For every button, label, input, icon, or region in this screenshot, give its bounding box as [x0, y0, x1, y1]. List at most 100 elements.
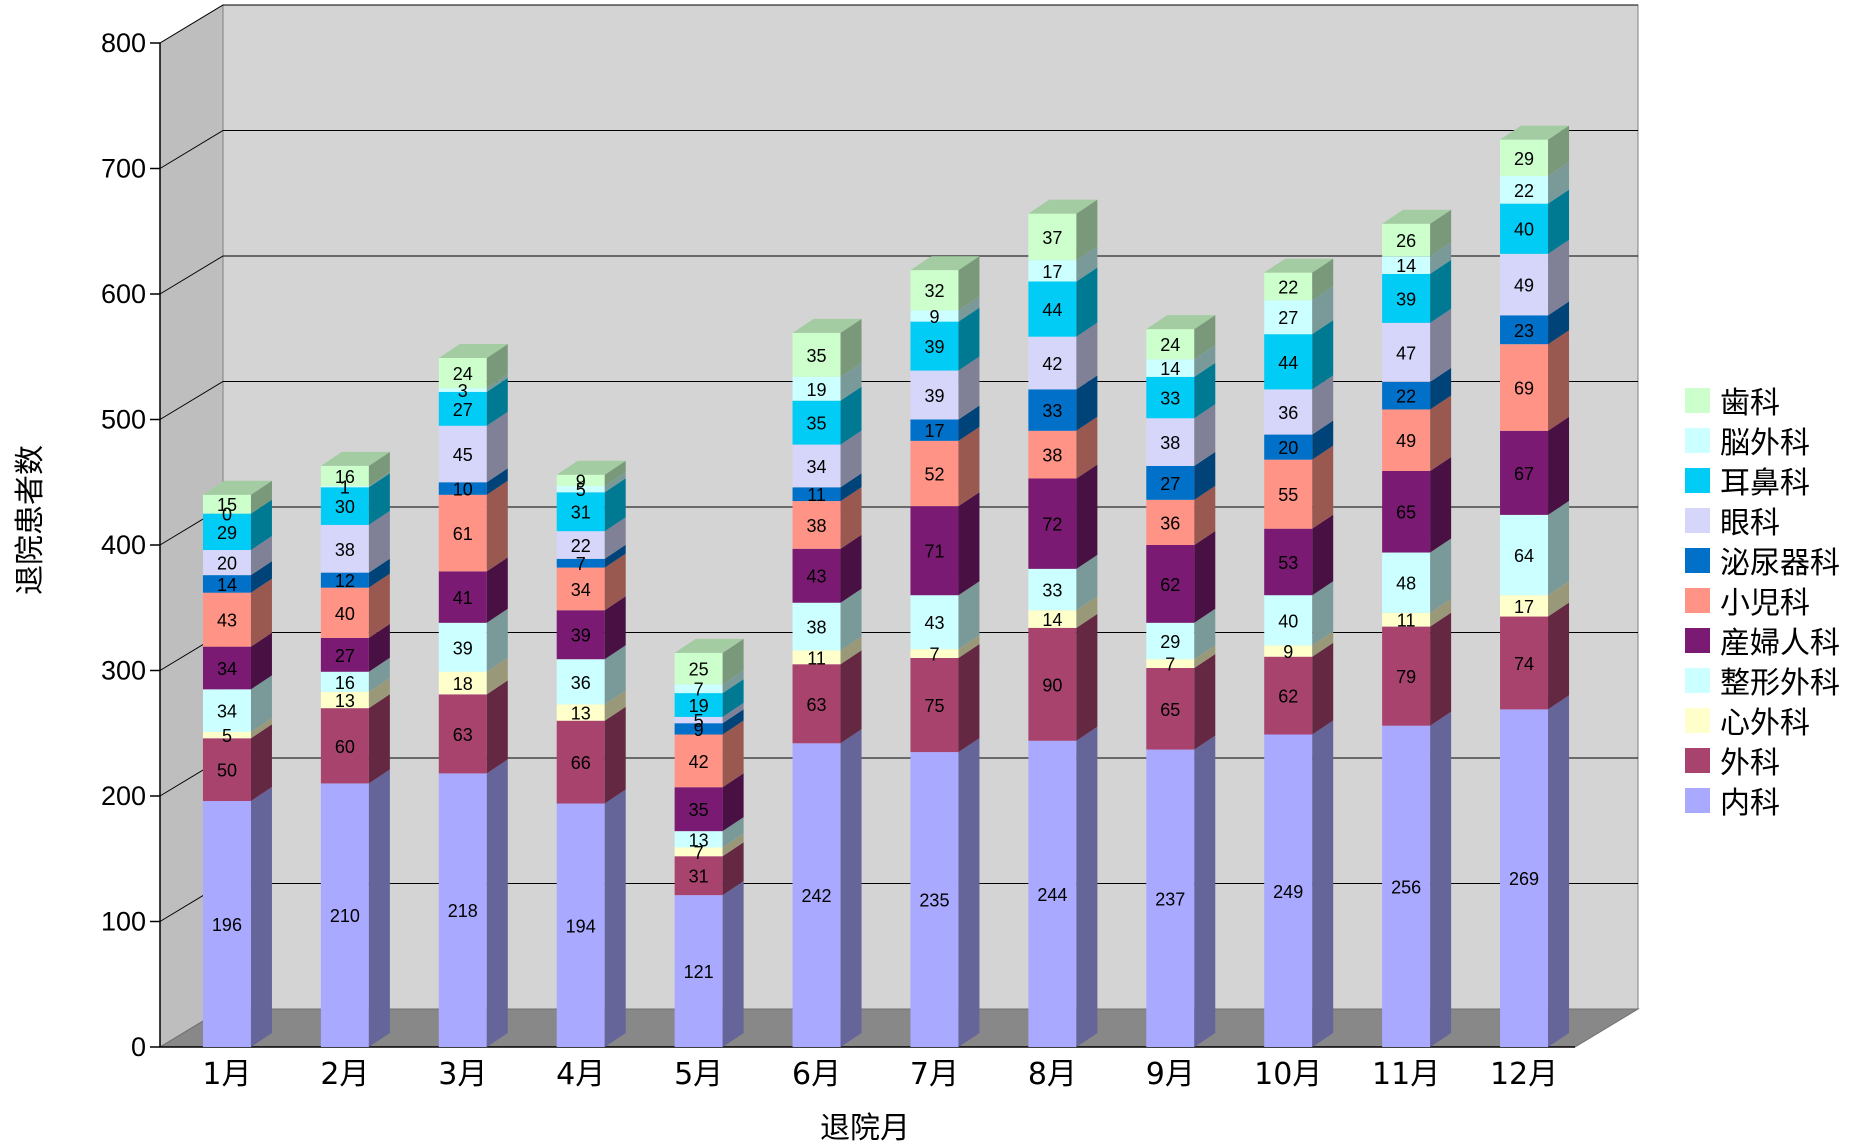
legend-label: 眼科 — [1720, 506, 1780, 541]
bar-segment-front — [1264, 528, 1313, 596]
bar-segment-front — [910, 657, 959, 753]
data-label: 22 — [1514, 181, 1534, 201]
bar-segment — [320, 623, 390, 672]
bar-segment-side — [958, 405, 980, 441]
bar-top-face — [674, 638, 744, 653]
legend-item: 小児科 — [1685, 586, 1810, 621]
bar-segment-front — [320, 524, 369, 573]
bar-segment-side — [840, 362, 862, 401]
bar-segment-front — [674, 831, 723, 848]
bar-segment-front — [1500, 595, 1549, 617]
data-label: 13 — [689, 830, 709, 850]
bar-segment-front — [910, 370, 959, 420]
bar-segment-front — [1028, 281, 1077, 337]
bar-segment — [674, 720, 744, 788]
data-label: 34 — [807, 457, 827, 477]
bar-segment — [202, 632, 272, 690]
bar-segment — [1028, 613, 1098, 741]
bar-stack — [1028, 199, 1098, 1047]
bar-top-face — [910, 256, 980, 271]
bar-segment-front — [1500, 253, 1549, 316]
bar-segment-front — [1382, 725, 1431, 1047]
x-tick-label: 8月 — [1028, 1057, 1077, 1092]
bar-segment-front — [438, 388, 487, 392]
data-label: 5 — [576, 480, 586, 500]
legend-swatch — [1685, 468, 1710, 493]
bar-segment — [1146, 645, 1216, 668]
bar-segment-side — [958, 256, 980, 311]
bar-segment-side — [722, 638, 744, 685]
x-tick-label: 4月 — [556, 1057, 605, 1092]
bar-segment-side — [1194, 485, 1216, 545]
bar-segment-side — [486, 374, 508, 392]
bar-segment-front — [792, 548, 841, 603]
bar-segment-side — [1430, 598, 1452, 627]
bar-segment-side — [486, 608, 508, 672]
y-tick-label: 500 — [101, 405, 146, 435]
bar-segment-side — [840, 386, 862, 445]
bar-segment — [556, 706, 626, 804]
bar-top-face — [1382, 209, 1452, 224]
data-label: 14 — [1042, 610, 1062, 630]
bar-segment-side — [840, 650, 862, 744]
bar-segment-front — [1264, 595, 1313, 646]
bar-segment — [1500, 581, 1570, 617]
bar-segment-front — [1146, 376, 1195, 419]
bar-segment — [320, 769, 390, 1047]
data-label: 11 — [1397, 611, 1416, 631]
y-tick-label: 600 — [101, 279, 146, 309]
bar-segment-side — [368, 473, 390, 525]
bar-segment-front — [1382, 552, 1431, 613]
bar-segment-side — [722, 720, 744, 788]
data-label: 25 — [689, 660, 709, 680]
bar-segment-side — [1076, 554, 1098, 611]
data-label: 269 — [1509, 869, 1539, 889]
y-tick-label: 100 — [101, 907, 146, 937]
bar-segment — [910, 307, 980, 371]
bar-segment-side — [486, 377, 508, 426]
bar-segment-front — [674, 895, 723, 1047]
bar-segment-front — [910, 310, 959, 322]
bar-segment-front — [1382, 256, 1431, 274]
bar-segment-side — [1194, 404, 1216, 466]
data-label: 39 — [571, 626, 591, 646]
bar-top-face — [1264, 258, 1334, 273]
bar-segment-front — [1028, 568, 1077, 611]
bar-segment-side — [958, 635, 980, 658]
data-label: 79 — [1396, 667, 1416, 687]
bar-segment — [1146, 531, 1216, 623]
y-axis-title: 退院患者数 — [13, 445, 48, 595]
bar-segment — [438, 374, 508, 392]
bar-segment-front — [438, 494, 487, 572]
bar-segment — [1382, 209, 1452, 257]
bar-segment-front — [438, 671, 487, 695]
bar-segment-front — [674, 847, 723, 857]
bar-segment-front — [202, 689, 251, 732]
bar-segment-side — [486, 759, 508, 1047]
bar-segment-side — [1194, 531, 1216, 623]
bar-segment — [910, 643, 980, 753]
data-label: 31 — [571, 503, 591, 523]
data-label: 49 — [1514, 276, 1534, 296]
x-tick-label: 7月 — [910, 1057, 959, 1092]
bar-segment-front — [202, 575, 251, 593]
data-label: 33 — [1042, 581, 1062, 601]
data-label: 39 — [924, 386, 944, 406]
bar-segment-side — [250, 787, 272, 1047]
legend-item: 耳鼻科 — [1685, 466, 1810, 501]
bar-segment-side — [250, 632, 272, 690]
data-label: 61 — [453, 524, 473, 544]
legend-item: 眼科 — [1685, 506, 1780, 541]
bar-segment-side — [1194, 645, 1216, 668]
bar-segment-side — [840, 318, 862, 377]
bar-segment-front — [1146, 545, 1195, 623]
bar-segment-side — [1194, 345, 1216, 377]
bar-segment-front — [556, 474, 605, 487]
bar-segment-front — [320, 465, 369, 487]
bar-segment — [320, 694, 390, 784]
bar-segment-front — [910, 270, 959, 311]
bar-segment-side — [1548, 581, 1570, 617]
legend-item: 内科 — [1685, 786, 1780, 821]
legend-item: 脳外科 — [1685, 426, 1810, 461]
